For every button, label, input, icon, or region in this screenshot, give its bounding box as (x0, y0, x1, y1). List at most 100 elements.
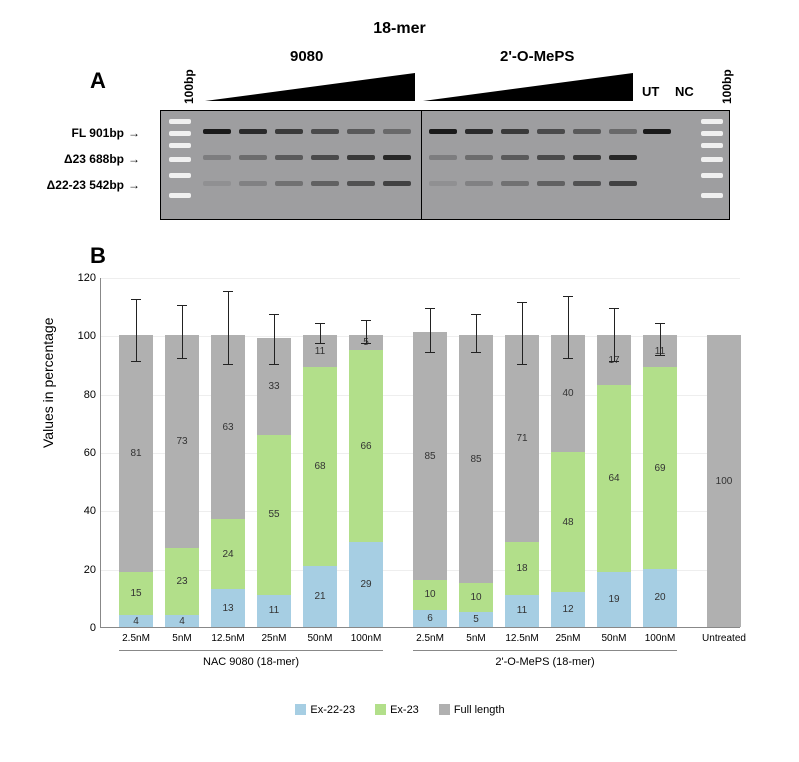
gel-image (160, 110, 730, 220)
y-tick: 40 (71, 505, 96, 517)
bar-seg-ex23: 10 (459, 583, 493, 612)
y-tick: 80 (71, 389, 96, 401)
error-bar (568, 297, 569, 358)
error-cap (131, 299, 141, 300)
error-bar (476, 315, 477, 353)
row-label-fl-text: FL 901bp (72, 126, 124, 140)
x-label: 50nM (307, 633, 332, 644)
error-cap (517, 364, 527, 365)
row-label-d23-text: Δ23 688bp (64, 152, 124, 166)
bar-seg-ex2223: 11 (257, 595, 291, 627)
ladder-label-left: 100bp (182, 69, 196, 104)
error-cap (425, 308, 435, 309)
legend-swatch (295, 704, 306, 715)
error-cap (609, 361, 619, 362)
arrow-icon: → (128, 126, 140, 140)
bar-seg-full: 85 (459, 335, 493, 583)
bar-seg-full: 73 (165, 335, 199, 548)
bar-seg-ex2223: 20 (643, 569, 677, 627)
bar-seg-ex2223: 19 (597, 572, 631, 627)
bar-seg-ex23: 64 (597, 385, 631, 572)
x-label: 12.5nM (505, 633, 538, 644)
bar-seg-ex23: 18 (505, 542, 539, 595)
x-label: 100nM (645, 633, 676, 644)
error-bar (522, 303, 523, 364)
error-cap (269, 364, 279, 365)
bar-seg-ex23: 23 (165, 548, 199, 615)
error-cap (177, 358, 187, 359)
bar-seg-full: 81 (119, 335, 153, 571)
bar-seg-ex23: 68 (303, 367, 337, 565)
y-tick: 100 (71, 330, 96, 342)
error-cap (471, 314, 481, 315)
arrow-icon: → (128, 152, 140, 166)
x-label: 25nM (555, 633, 580, 644)
wedge-right (423, 73, 633, 103)
bar-seg-ex2223: 4 (165, 615, 199, 627)
error-cap (177, 305, 187, 306)
error-cap (361, 320, 371, 321)
bar-seg-full: 85 (413, 332, 447, 580)
x-label: 25nM (261, 633, 286, 644)
error-cap (609, 308, 619, 309)
error-bar (614, 309, 615, 362)
bar-seg-ex2223: 12 (551, 592, 585, 627)
error-cap (315, 343, 325, 344)
ladder-label-right: 100bp (720, 69, 734, 104)
error-cap (655, 323, 665, 324)
bar-seg-ex23: 66 (349, 350, 383, 543)
error-cap (563, 358, 573, 359)
y-tick: 0 (71, 622, 96, 634)
error-cap (131, 361, 141, 362)
error-bar (320, 324, 321, 344)
error-bar (430, 309, 431, 353)
bar-seg-ex2223: 4 (119, 615, 153, 627)
x-label: 5nM (466, 633, 485, 644)
group-label: NAC 9080 (18-mer) (119, 656, 383, 668)
error-cap (425, 352, 435, 353)
figure-title: 18-mer (30, 20, 769, 38)
grid-line (101, 278, 740, 279)
wedge-left (205, 73, 415, 103)
error-cap (471, 352, 481, 353)
bar-seg-ex2223: 29 (349, 542, 383, 627)
group-label: 2'-O-MePS (18-mer) (413, 656, 677, 668)
error-cap (315, 323, 325, 324)
legend-swatch (439, 704, 450, 715)
bar-seg-ex23: 48 (551, 452, 585, 592)
bar-seg-ex23: 69 (643, 367, 677, 568)
nc-label: NC (675, 84, 694, 99)
y-tick: 60 (71, 447, 96, 459)
error-cap (655, 355, 665, 356)
row-label-fl: FL 901bp → (30, 126, 140, 140)
x-label: 12.5nM (211, 633, 244, 644)
error-bar (228, 292, 229, 365)
bar-seg-ex23: 10 (413, 580, 447, 609)
bar-seg-ex2223: 5 (459, 612, 493, 627)
error-cap (269, 314, 279, 315)
ut-label: UT (642, 84, 659, 99)
legend-label: Full length (454, 704, 505, 716)
error-cap (223, 364, 233, 365)
y-axis-title: Values in percentage (40, 318, 56, 449)
bar-seg-ex23: 24 (211, 519, 245, 589)
group-label-9080: 9080 (290, 48, 323, 65)
x-label: 5nM (172, 633, 191, 644)
legend-label: Ex-22-23 (310, 704, 355, 716)
y-tick: 120 (71, 272, 96, 284)
error-bar (182, 306, 183, 359)
row-label-d23: Δ23 688bp → (30, 152, 140, 166)
legend-item: Ex-23 (375, 704, 419, 716)
bar-seg-ex23: 15 (119, 572, 153, 616)
bar-seg-ex23: 55 (257, 435, 291, 595)
bar-seg-ex2223: 13 (211, 589, 245, 627)
row-label-d2223: Δ22-23 542bp→ (30, 178, 140, 192)
panel-b: B Values in percentage 02040608010012041… (30, 248, 770, 718)
x-label: 2.5nM (122, 633, 150, 644)
panel-a-label: A (90, 68, 106, 94)
error-bar (136, 300, 137, 361)
group-label-2omeps: 2'-O-MePS (500, 48, 574, 65)
panel-b-label: B (90, 243, 106, 269)
group-bracket (119, 650, 383, 651)
x-label-untreated: Untreated (702, 633, 746, 644)
